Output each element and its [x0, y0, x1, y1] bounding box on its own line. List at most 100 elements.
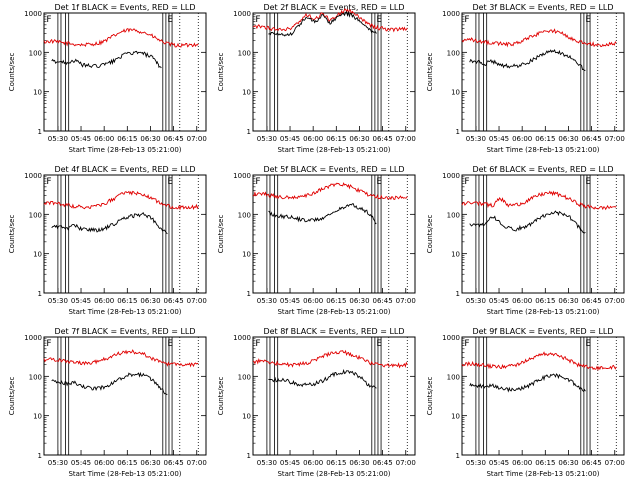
det-6-segment-label: E: [585, 177, 591, 187]
det-9-y-axis-label: Counts/sec: [426, 377, 434, 416]
det-3-x-axis-label: Start Time (28-Feb-13 05:21:00): [486, 146, 599, 154]
det-2-x-tick-label: 06:15: [326, 135, 346, 143]
det-6-x-tick-label: 06:30: [558, 297, 578, 305]
det-3-x-tick-label: 06:00: [512, 135, 532, 143]
det-6-x-tick-label: 05:45: [489, 297, 509, 305]
det-3-plot-frame: [461, 12, 625, 132]
det-7-y-tick-label: 10: [33, 413, 42, 421]
det-1-y-tick-label: 100: [29, 49, 42, 57]
det-9-x-tick-label: 06:00: [512, 459, 532, 467]
det-4-y-axis-label: Counts/sec: [8, 215, 16, 254]
det-7-panel: Det 7f BLACK = Events, RED = LLD Counts/s…: [8, 327, 207, 478]
det-7-x-tick-label: 07:00: [187, 459, 207, 467]
det-1-y-tick-label: 1: [38, 128, 42, 136]
det-9-x-tick-label: 05:30: [466, 459, 486, 467]
det-6-x-axis-label: Start Time (28-Feb-13 05:21:00): [486, 308, 599, 316]
det-5-x-axis-label: Start Time (28-Feb-13 05:21:00): [277, 308, 390, 316]
det-4-x-tick-label: 06:15: [117, 297, 137, 305]
det-6-y-tick-label: 10: [451, 251, 460, 259]
det-3-x-tick-label: 05:30: [466, 135, 486, 143]
det-5-title: Det 5f BLACK = Events, RED = LLD: [263, 165, 404, 174]
det-3-y-tick-label: 100: [447, 49, 460, 57]
det-4-panel: Det 4f BLACK = Events, RED = LLD Counts/s…: [8, 165, 207, 316]
det-1-x-axis-label: Start Time (28-Feb-13 05:21:00): [68, 146, 181, 154]
det-2-y-axis-label: Counts/sec: [217, 53, 225, 92]
det-1-y-tick-label: 1000: [24, 10, 42, 18]
det-1-x-tick-label: 06:00: [94, 135, 114, 143]
det-7-x-tick-label: 06:45: [164, 459, 184, 467]
det-3-x-tick-label: 07:00: [605, 135, 625, 143]
det-7-x-tick-label: 05:30: [48, 459, 68, 467]
det-4-title: Det 4f BLACK = Events, RED = LLD: [54, 165, 195, 174]
det-2-x-tick-label: 05:30: [257, 135, 277, 143]
det-6-y-tick-label: 1000: [442, 172, 460, 180]
det-9-y-tick-label: 10: [451, 413, 460, 421]
det-1-series-lld-line: [43, 28, 199, 48]
det-1-x-tick-label: 06:45: [164, 135, 184, 143]
det-9-title: Det 9f BLACK = Events, RED = LLD: [472, 327, 613, 336]
det-3-x-tick-label: 05:45: [489, 135, 509, 143]
det-4-segment-label: E: [167, 177, 173, 187]
det-9-y-tick-label: 1000: [442, 334, 460, 342]
det-3-y-tick-label: 1000: [442, 10, 460, 18]
det-5-x-tick-label: 05:30: [257, 297, 277, 305]
det-5-segment-label: F: [255, 177, 260, 187]
det-3-y-axis-label: Counts/sec: [426, 53, 434, 92]
det-6-y-axis-label: Counts/sec: [426, 215, 434, 254]
det-6-x-tick-label: 05:30: [466, 297, 486, 305]
det-2-x-axis-label: Start Time (28-Feb-13 05:21:00): [277, 146, 390, 154]
det-3-segment-label: F: [464, 15, 469, 25]
det-9-y-tick-label: 1: [456, 452, 460, 460]
det-8-plot-frame: [252, 336, 416, 456]
det-9-x-tick-label: 05:45: [489, 459, 509, 467]
det-1-y-axis-label: Counts/sec: [8, 53, 16, 92]
det-1-x-tick-label: 07:00: [187, 135, 207, 143]
det-1-panel: Det 1f BLACK = Events, RED = LLD Counts/s…: [8, 3, 207, 154]
det-1-segment-label: E: [167, 15, 173, 25]
det-9-x-tick-label: 06:30: [558, 459, 578, 467]
det-3-series-events-line: [469, 48, 586, 71]
det-9-y-tick-label: 100: [447, 373, 460, 381]
det-6-x-tick-label: 06:15: [535, 297, 555, 305]
det-8-x-tick-label: 06:30: [349, 459, 369, 467]
det-7-x-tick-label: 06:15: [117, 459, 137, 467]
det-8-segment-label: E: [376, 339, 382, 349]
det-4-series-lld-line: [43, 190, 199, 211]
det-5-y-tick-label: 1: [247, 290, 251, 298]
det-9-series-events-line: [469, 373, 586, 393]
det-8-x-tick-label: 05:45: [280, 459, 300, 467]
det-2-series-lld-line: [253, 8, 408, 33]
det-1-segment-label: F: [46, 15, 51, 25]
det-3-x-tick-label: 06:15: [535, 135, 555, 143]
det-4-x-tick-label: 05:30: [48, 297, 68, 305]
det-9-series-lld-line: [461, 351, 617, 371]
det-6-plot-frame: [461, 174, 625, 294]
det-2-x-tick-label: 07:00: [396, 135, 416, 143]
det-6-series-events-line: [469, 210, 586, 234]
det-3-segment-label: E: [585, 15, 591, 25]
det-6-y-tick-label: 100: [447, 211, 460, 219]
det-1-x-tick-label: 06:30: [140, 135, 160, 143]
det-7-title: Det 7f BLACK = Events, RED = LLD: [54, 327, 195, 336]
det-5-y-tick-label: 100: [238, 211, 251, 219]
det-5-x-tick-label: 05:45: [280, 297, 300, 305]
det-2-y-tick-label: 1000: [233, 10, 251, 18]
det-1-x-tick-label: 05:45: [71, 135, 91, 143]
det-8-x-tick-label: 05:30: [257, 459, 277, 467]
det-7-segment-label: F: [46, 339, 51, 349]
det-9-segment-label: F: [464, 339, 469, 349]
det-1-x-tick-label: 05:30: [48, 135, 68, 143]
det-8-panel: Det 8f BLACK = Events, RED = LLD Counts/s…: [217, 327, 416, 478]
det-5-series-lld-line: [252, 182, 408, 201]
det-6-segment-label: F: [464, 177, 469, 187]
det-8-x-tick-label: 06:45: [373, 459, 393, 467]
det-4-y-tick-label: 10: [33, 251, 42, 259]
det-2-segment-label: F: [255, 15, 260, 25]
det-7-plot-frame: [43, 336, 207, 456]
det-8-series-lld-line: [252, 349, 408, 369]
det-1-x-tick-label: 06:15: [117, 135, 137, 143]
det-4-y-tick-label: 1: [38, 290, 42, 298]
det-4-x-tick-label: 06:00: [94, 297, 114, 305]
det-8-title: Det 8f BLACK = Events, RED = LLD: [263, 327, 404, 336]
